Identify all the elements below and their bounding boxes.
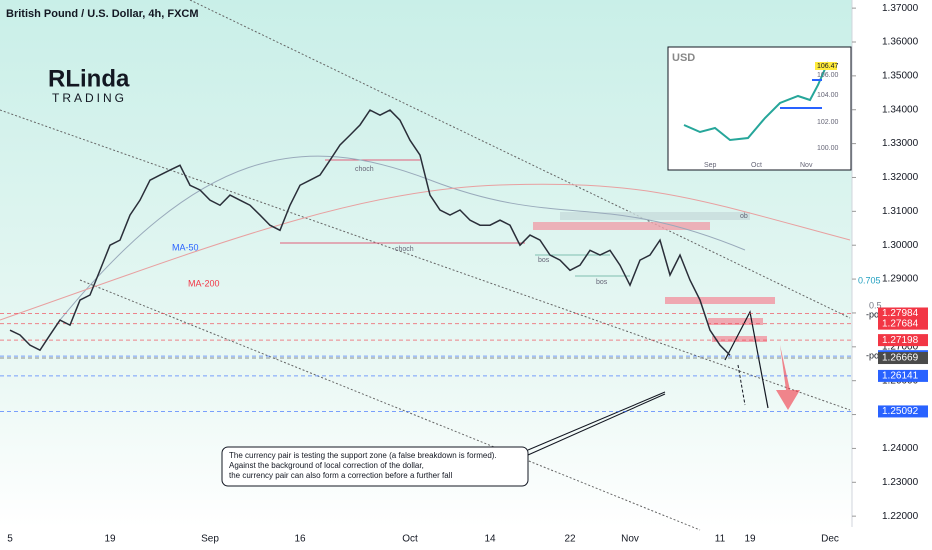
price-marker-label: 1.26141 [882, 371, 919, 382]
zone-label: ob [740, 213, 748, 220]
y-tick-label: 1.27000 [882, 341, 919, 352]
x-tick-label: Sep [201, 534, 219, 545]
inset-line [683, 61, 829, 142]
price-marker-label: 1.27984 [882, 308, 919, 319]
price-line [9, 109, 731, 356]
inset-title: USD [672, 52, 695, 64]
y-tick-label: 1.22000 [882, 511, 919, 522]
structure-label: choch [395, 246, 414, 253]
x-tick-label: 5 [7, 534, 13, 545]
inset-tick: Oct [751, 162, 762, 169]
inset-tick: 102.00 [817, 119, 839, 126]
projection [724, 310, 769, 409]
poi-label: -poi [866, 350, 881, 360]
inset-tick: Nov [800, 162, 813, 169]
price-marker [878, 334, 928, 347]
callout-pointer [527, 393, 666, 456]
price-marker-label: 1.27684 [882, 318, 919, 329]
y-tick-label: 1.37000 [882, 3, 919, 14]
logo: TRADING [52, 91, 127, 105]
x-tick-label: 14 [484, 534, 496, 545]
callout-text: Against the background of local correcti… [229, 461, 424, 470]
fib-label: 0.5 [869, 300, 882, 310]
y-tick-label: 1.35000 [882, 71, 919, 82]
callout-box [221, 446, 529, 487]
price-marker [878, 317, 928, 330]
x-tick-label: 11 [715, 534, 726, 545]
callout-pointer [527, 391, 666, 451]
price-marker [878, 405, 928, 418]
structure-label: bos [596, 279, 608, 286]
y-tick-label: 1.23000 [882, 477, 919, 488]
ma-50 [59, 155, 746, 321]
ma-label: MA-200 [188, 278, 220, 288]
x-tick-label: Dec [821, 534, 839, 545]
supply-zone [533, 222, 710, 230]
price-marker [878, 307, 928, 320]
ma-label: MA-50 [172, 242, 199, 252]
time-axis [0, 527, 852, 550]
x-tick-label: Oct [402, 534, 418, 545]
structure-label: choch [355, 166, 374, 173]
x-tick-label: 22 [564, 534, 576, 545]
x-tick-label: 16 [294, 534, 306, 545]
down-arrow [776, 345, 800, 410]
y-tick-label: 1.29000 [882, 274, 919, 285]
x-tick-label: Nov [621, 534, 639, 545]
callout-text: the currency pair can also form a correc… [229, 471, 452, 480]
price-marker-label: 1.26669 [882, 353, 919, 364]
y-tick-label: 1.32000 [882, 172, 919, 183]
supply-zone [712, 336, 767, 342]
price-marker [878, 352, 928, 365]
callout-text: The currency pair is testing the support… [229, 451, 497, 460]
poi-label: -poi [866, 309, 881, 319]
inset-tick: 104.00 [817, 92, 839, 99]
y-tick-label: 1.36000 [882, 37, 919, 48]
supply-zone [665, 297, 775, 304]
supply-zone [708, 318, 763, 325]
y-tick-label: 1.34000 [882, 104, 919, 115]
inset-tick: Sep [704, 162, 717, 169]
inset-price: 106.47 [817, 63, 839, 70]
logo: RLinda [48, 65, 130, 92]
x-tick-label: 19 [744, 534, 756, 545]
y-tick-label: 1.30000 [882, 240, 919, 251]
inset-tick: 100.00 [817, 145, 839, 152]
y-tick-label: 1.31000 [882, 206, 919, 217]
chart-title: British Pound / U.S. Dollar, 4h, FXCM [6, 8, 199, 20]
ma-200 [0, 183, 851, 321]
order-block [560, 212, 750, 220]
price-axis [852, 0, 932, 550]
x-tick-label: 19 [104, 534, 116, 545]
price-marker [878, 369, 928, 382]
price-marker-label: 1.25092 [882, 406, 919, 417]
channel-line [79, 279, 701, 531]
y-tick-label: 1.33000 [882, 138, 919, 149]
y-tick-label: 1.24000 [882, 443, 919, 454]
projection [737, 364, 746, 406]
price-marker-label: 1.27198 [882, 335, 919, 346]
fib-label: 0.705 [858, 275, 881, 285]
inset-tick: 106.00 [817, 72, 839, 79]
structure-label: bos [538, 257, 550, 264]
inset-price-tag [815, 62, 837, 70]
